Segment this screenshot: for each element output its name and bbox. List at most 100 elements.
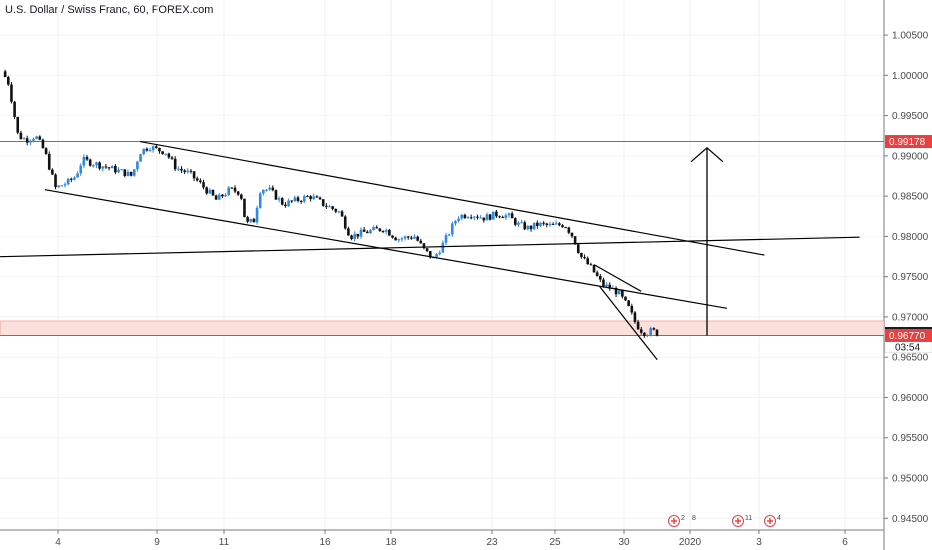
event-count-label: 4	[777, 515, 781, 522]
candle-body	[205, 187, 208, 194]
candle-body	[466, 217, 470, 219]
candle-body	[513, 218, 517, 225]
candle-body	[334, 208, 338, 212]
candle-body	[192, 171, 196, 179]
x-tick-label: 4	[55, 537, 61, 548]
candle-body	[375, 227, 379, 229]
x-tick-label: 9	[154, 537, 160, 548]
candle-body	[208, 189, 212, 194]
horizontal-trendline[interactable]	[0, 236, 860, 258]
x-tick-label: 16	[319, 537, 331, 548]
candle-body	[542, 222, 545, 224]
candle-body	[123, 169, 127, 176]
candle-body	[167, 153, 171, 158]
candle-body	[510, 213, 514, 219]
candle-body	[199, 180, 202, 183]
wedge-lower-trendline[interactable]	[599, 286, 658, 361]
candle-body	[633, 312, 637, 322]
candle-body	[277, 198, 281, 200]
candle-body	[343, 216, 347, 229]
candle-body	[353, 233, 356, 240]
candle-body	[397, 239, 401, 241]
resistance-price-tag-bg	[885, 135, 932, 149]
candle-body	[365, 231, 369, 234]
candle-body	[504, 215, 508, 218]
candle-body	[158, 147, 161, 152]
candle-body	[82, 156, 86, 166]
candle-body	[636, 321, 640, 330]
channel-lower-trendline[interactable]	[44, 189, 728, 309]
channel-upper-trendline[interactable]	[139, 140, 765, 256]
candle-body	[495, 211, 498, 217]
candle-body	[567, 227, 571, 233]
candle-body	[526, 225, 530, 230]
candle-body	[161, 151, 164, 155]
candle-body	[573, 236, 577, 245]
candle-body	[391, 235, 394, 238]
x-tick-label: 30	[618, 537, 630, 548]
candle-body	[457, 218, 460, 222]
y-tick-label: 0.95500	[892, 433, 929, 444]
candle-body	[139, 154, 142, 162]
candle-body	[589, 264, 593, 266]
candle-body	[469, 217, 473, 219]
candle-body	[337, 211, 341, 213]
candle-body	[378, 228, 382, 232]
candle-body	[529, 225, 533, 230]
candle-body	[211, 189, 215, 196]
candle-body	[243, 198, 246, 218]
candle-body	[488, 214, 492, 220]
candle-body	[444, 235, 448, 243]
y-tick-label: 0.98500	[892, 192, 929, 203]
candle-body	[73, 177, 76, 180]
event-count-label: 8	[692, 515, 696, 522]
candle-body	[570, 232, 574, 237]
candle-body	[19, 132, 23, 140]
candle-body	[643, 332, 646, 337]
event-count-label: 11	[745, 515, 752, 522]
candle-body	[451, 223, 454, 235]
candle-body	[624, 296, 627, 301]
candle-body	[592, 264, 596, 273]
candle-body	[306, 196, 309, 198]
candle-body	[460, 214, 464, 219]
candle-body	[38, 136, 42, 140]
candle-body	[564, 227, 567, 229]
candle-body	[491, 211, 495, 220]
candle-body	[318, 197, 322, 200]
candle-body	[47, 153, 51, 170]
candle-body	[599, 275, 602, 280]
candle-body	[315, 196, 319, 198]
candle-body	[104, 166, 108, 168]
candle-body	[501, 217, 504, 219]
candle-body	[202, 182, 205, 188]
y-tick-label: 0.95000	[892, 473, 929, 484]
candle-body	[428, 251, 432, 258]
support-zone	[0, 320, 885, 336]
candle-body	[435, 254, 438, 258]
candle-body	[88, 159, 92, 166]
wedge-upper-trendline[interactable]	[593, 264, 642, 292]
y-tick-label: 1.00500	[892, 31, 929, 42]
candle-body	[621, 290, 624, 297]
target-arrow-head[interactable]	[690, 146, 724, 163]
candle-body	[331, 206, 334, 209]
candle-body	[639, 329, 643, 333]
x-tick-label: 18	[385, 537, 397, 548]
candle-body	[517, 222, 520, 225]
support-price-tag-bg	[885, 328, 932, 342]
x-tick-label: 11	[219, 537, 230, 548]
candle-body	[151, 146, 155, 151]
candle-body	[576, 244, 580, 253]
candle-body	[293, 197, 297, 202]
y-tick-label: 0.99500	[892, 111, 929, 122]
candle-body	[6, 77, 10, 85]
candle-body	[347, 228, 350, 236]
y-tick-label: 1.00000	[892, 71, 929, 82]
candle-body	[25, 138, 29, 143]
candle-body	[101, 166, 105, 169]
candle-body	[98, 162, 101, 169]
candle-body	[258, 193, 262, 208]
candle-body	[425, 248, 429, 252]
